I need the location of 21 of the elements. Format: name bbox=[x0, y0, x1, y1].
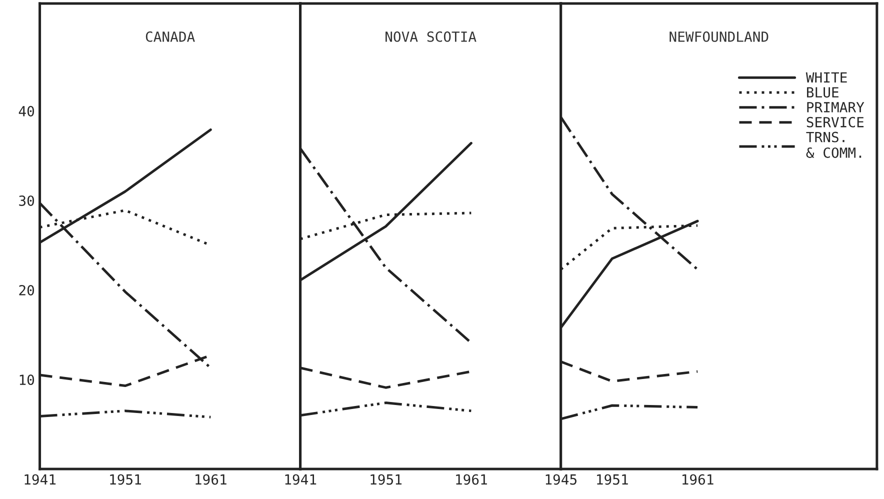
text: NOVA SCOTIA bbox=[386, 31, 476, 42]
text: NEWFOUNDLAND bbox=[670, 31, 768, 42]
legend-label: BLUE bbox=[807, 87, 838, 98]
x-tick-label: 1951 bbox=[597, 474, 628, 485]
text: CANADA bbox=[146, 31, 195, 42]
legend-label: TRNS. & COMM. bbox=[806, 132, 862, 158]
x-tick-label: 1945 bbox=[546, 474, 576, 485]
legend-label: PRIMARY bbox=[807, 102, 864, 112]
x-tick-label: 1961 bbox=[682, 474, 714, 485]
x-tick-label: 1941 bbox=[24, 474, 56, 485]
y-tick-label: 30 bbox=[19, 195, 34, 206]
x-tick-label: 1961 bbox=[456, 474, 487, 485]
y-tick-label: 40 bbox=[18, 106, 34, 116]
legend-label: WHITE bbox=[806, 72, 847, 82]
x-tick-label: 1941 bbox=[285, 474, 316, 485]
x-tick-label: 1951 bbox=[110, 474, 141, 485]
y-tick-label: 20 bbox=[19, 285, 34, 296]
x-tick-label: 1961 bbox=[196, 474, 226, 485]
x-tick-label: 1951 bbox=[370, 474, 402, 485]
y-tick-label: 10 bbox=[20, 374, 34, 386]
legend-label: SERVICE bbox=[806, 116, 864, 128]
